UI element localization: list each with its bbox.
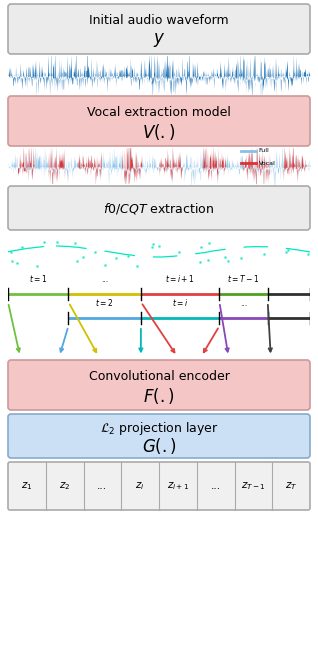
- Point: [156, 241, 161, 252]
- Text: $z_i$: $z_i$: [135, 480, 145, 492]
- Point: [93, 246, 98, 257]
- Point: [55, 237, 60, 248]
- Point: [205, 254, 211, 265]
- Point: [135, 261, 140, 271]
- Point: [74, 256, 80, 266]
- Text: $t=1$: $t=1$: [29, 273, 47, 285]
- Point: [207, 238, 212, 248]
- Point: [222, 252, 227, 263]
- FancyBboxPatch shape: [8, 186, 310, 230]
- Text: $z_{T-1}$: $z_{T-1}$: [241, 480, 266, 492]
- Text: $t=i$: $t=i$: [172, 297, 188, 308]
- Point: [199, 242, 204, 253]
- Point: [103, 260, 108, 270]
- Text: $f0/\mathit{CQT}$ extraction: $f0/\mathit{CQT}$ extraction: [103, 201, 215, 216]
- Point: [262, 248, 267, 259]
- Point: [149, 242, 155, 252]
- Text: $\mathcal{L}_2$ projection layer: $\mathcal{L}_2$ projection layer: [100, 420, 218, 438]
- FancyBboxPatch shape: [8, 4, 310, 54]
- Text: Vocal extraction model: Vocal extraction model: [87, 107, 231, 120]
- Text: $V(.)$: $V(.)$: [142, 122, 176, 142]
- Point: [151, 239, 156, 250]
- Text: $z_1$: $z_1$: [21, 480, 33, 492]
- Text: Full: Full: [259, 148, 269, 154]
- Point: [34, 261, 39, 271]
- FancyBboxPatch shape: [8, 360, 310, 410]
- Point: [80, 252, 85, 262]
- Point: [283, 246, 288, 257]
- Point: [305, 248, 310, 259]
- FancyBboxPatch shape: [8, 96, 310, 146]
- Text: $z_T$: $z_T$: [285, 480, 297, 492]
- Text: $\mathit{G}(.)$: $\mathit{G}(.)$: [142, 436, 176, 455]
- Text: $t=T-1$: $t=T-1$: [227, 273, 260, 285]
- Point: [126, 250, 131, 261]
- Point: [8, 247, 13, 258]
- Point: [238, 252, 244, 263]
- Text: ...: ...: [101, 275, 108, 285]
- Text: Initial audio waveform: Initial audio waveform: [89, 15, 229, 28]
- Point: [9, 256, 14, 266]
- Text: $t=2$: $t=2$: [95, 297, 114, 308]
- Text: ...: ...: [240, 299, 247, 308]
- Text: ...: ...: [97, 481, 107, 491]
- Text: $t=i+1$: $t=i+1$: [165, 273, 195, 285]
- Point: [225, 256, 231, 267]
- Point: [41, 237, 46, 248]
- Text: ...: ...: [211, 481, 221, 491]
- Point: [197, 257, 202, 267]
- Text: $\mathit{y}$: $\mathit{y}$: [153, 31, 165, 49]
- Point: [14, 258, 19, 268]
- Point: [19, 242, 24, 252]
- Text: $z_{i+1}$: $z_{i+1}$: [167, 480, 189, 492]
- Text: $\mathit{F}(.)$: $\mathit{F}(.)$: [143, 386, 175, 406]
- Text: $z_2$: $z_2$: [59, 480, 70, 492]
- FancyBboxPatch shape: [8, 462, 310, 510]
- Text: Convolutional encoder: Convolutional encoder: [88, 371, 230, 383]
- Point: [176, 247, 181, 258]
- Point: [113, 252, 118, 263]
- Point: [73, 238, 78, 248]
- FancyBboxPatch shape: [8, 414, 310, 458]
- Text: Vocal: Vocal: [259, 161, 275, 166]
- Point: [285, 244, 290, 255]
